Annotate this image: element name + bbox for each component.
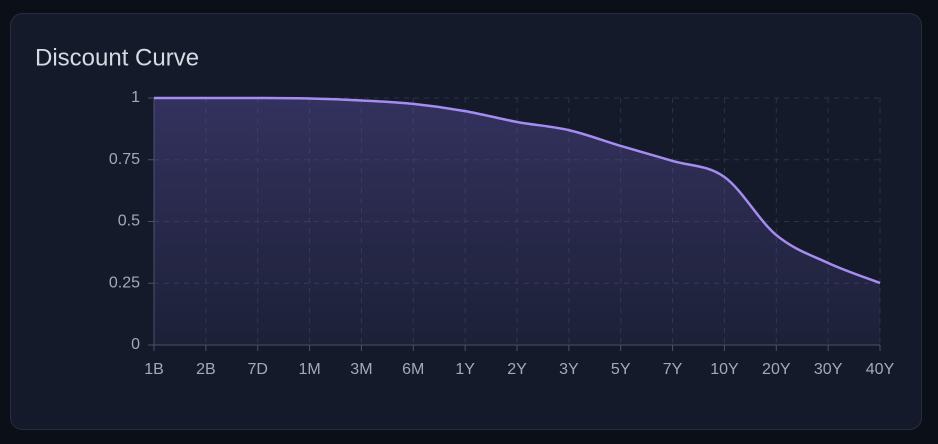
x-tick-label: 3Y — [559, 361, 579, 378]
line — [154, 96, 881, 285]
x-tick-label: 7Y — [663, 361, 683, 378]
x-tick-label: 20Y — [762, 361, 791, 378]
x-tick-label: 1B — [144, 361, 164, 378]
chart-title: Discount Curve — [35, 44, 199, 71]
x-tick-label: 6M — [402, 361, 424, 378]
x-tick-label: 1Y — [455, 361, 475, 378]
x-tick-label: 3M — [350, 361, 372, 378]
y-tick-label: 0.25 — [109, 274, 140, 291]
area-fill — [154, 97, 880, 345]
x-tick-label: 2B — [196, 361, 216, 378]
y-tick-label: 0.75 — [109, 151, 140, 168]
x-tick-label: 5Y — [611, 361, 631, 378]
x-tick-label: 2Y — [507, 361, 527, 378]
x-tick-label: 1M — [298, 361, 320, 378]
y-tick-label: 0.5 — [118, 213, 140, 230]
x-tick-label: 7D — [247, 361, 267, 378]
y-tick-label: 0 — [131, 336, 140, 353]
x-tick-label: 10Y — [710, 361, 739, 378]
y-tick-label: 1 — [131, 89, 140, 106]
x-tick-label: 30Y — [814, 361, 843, 378]
x-tick-label: 40Y — [866, 361, 895, 378]
